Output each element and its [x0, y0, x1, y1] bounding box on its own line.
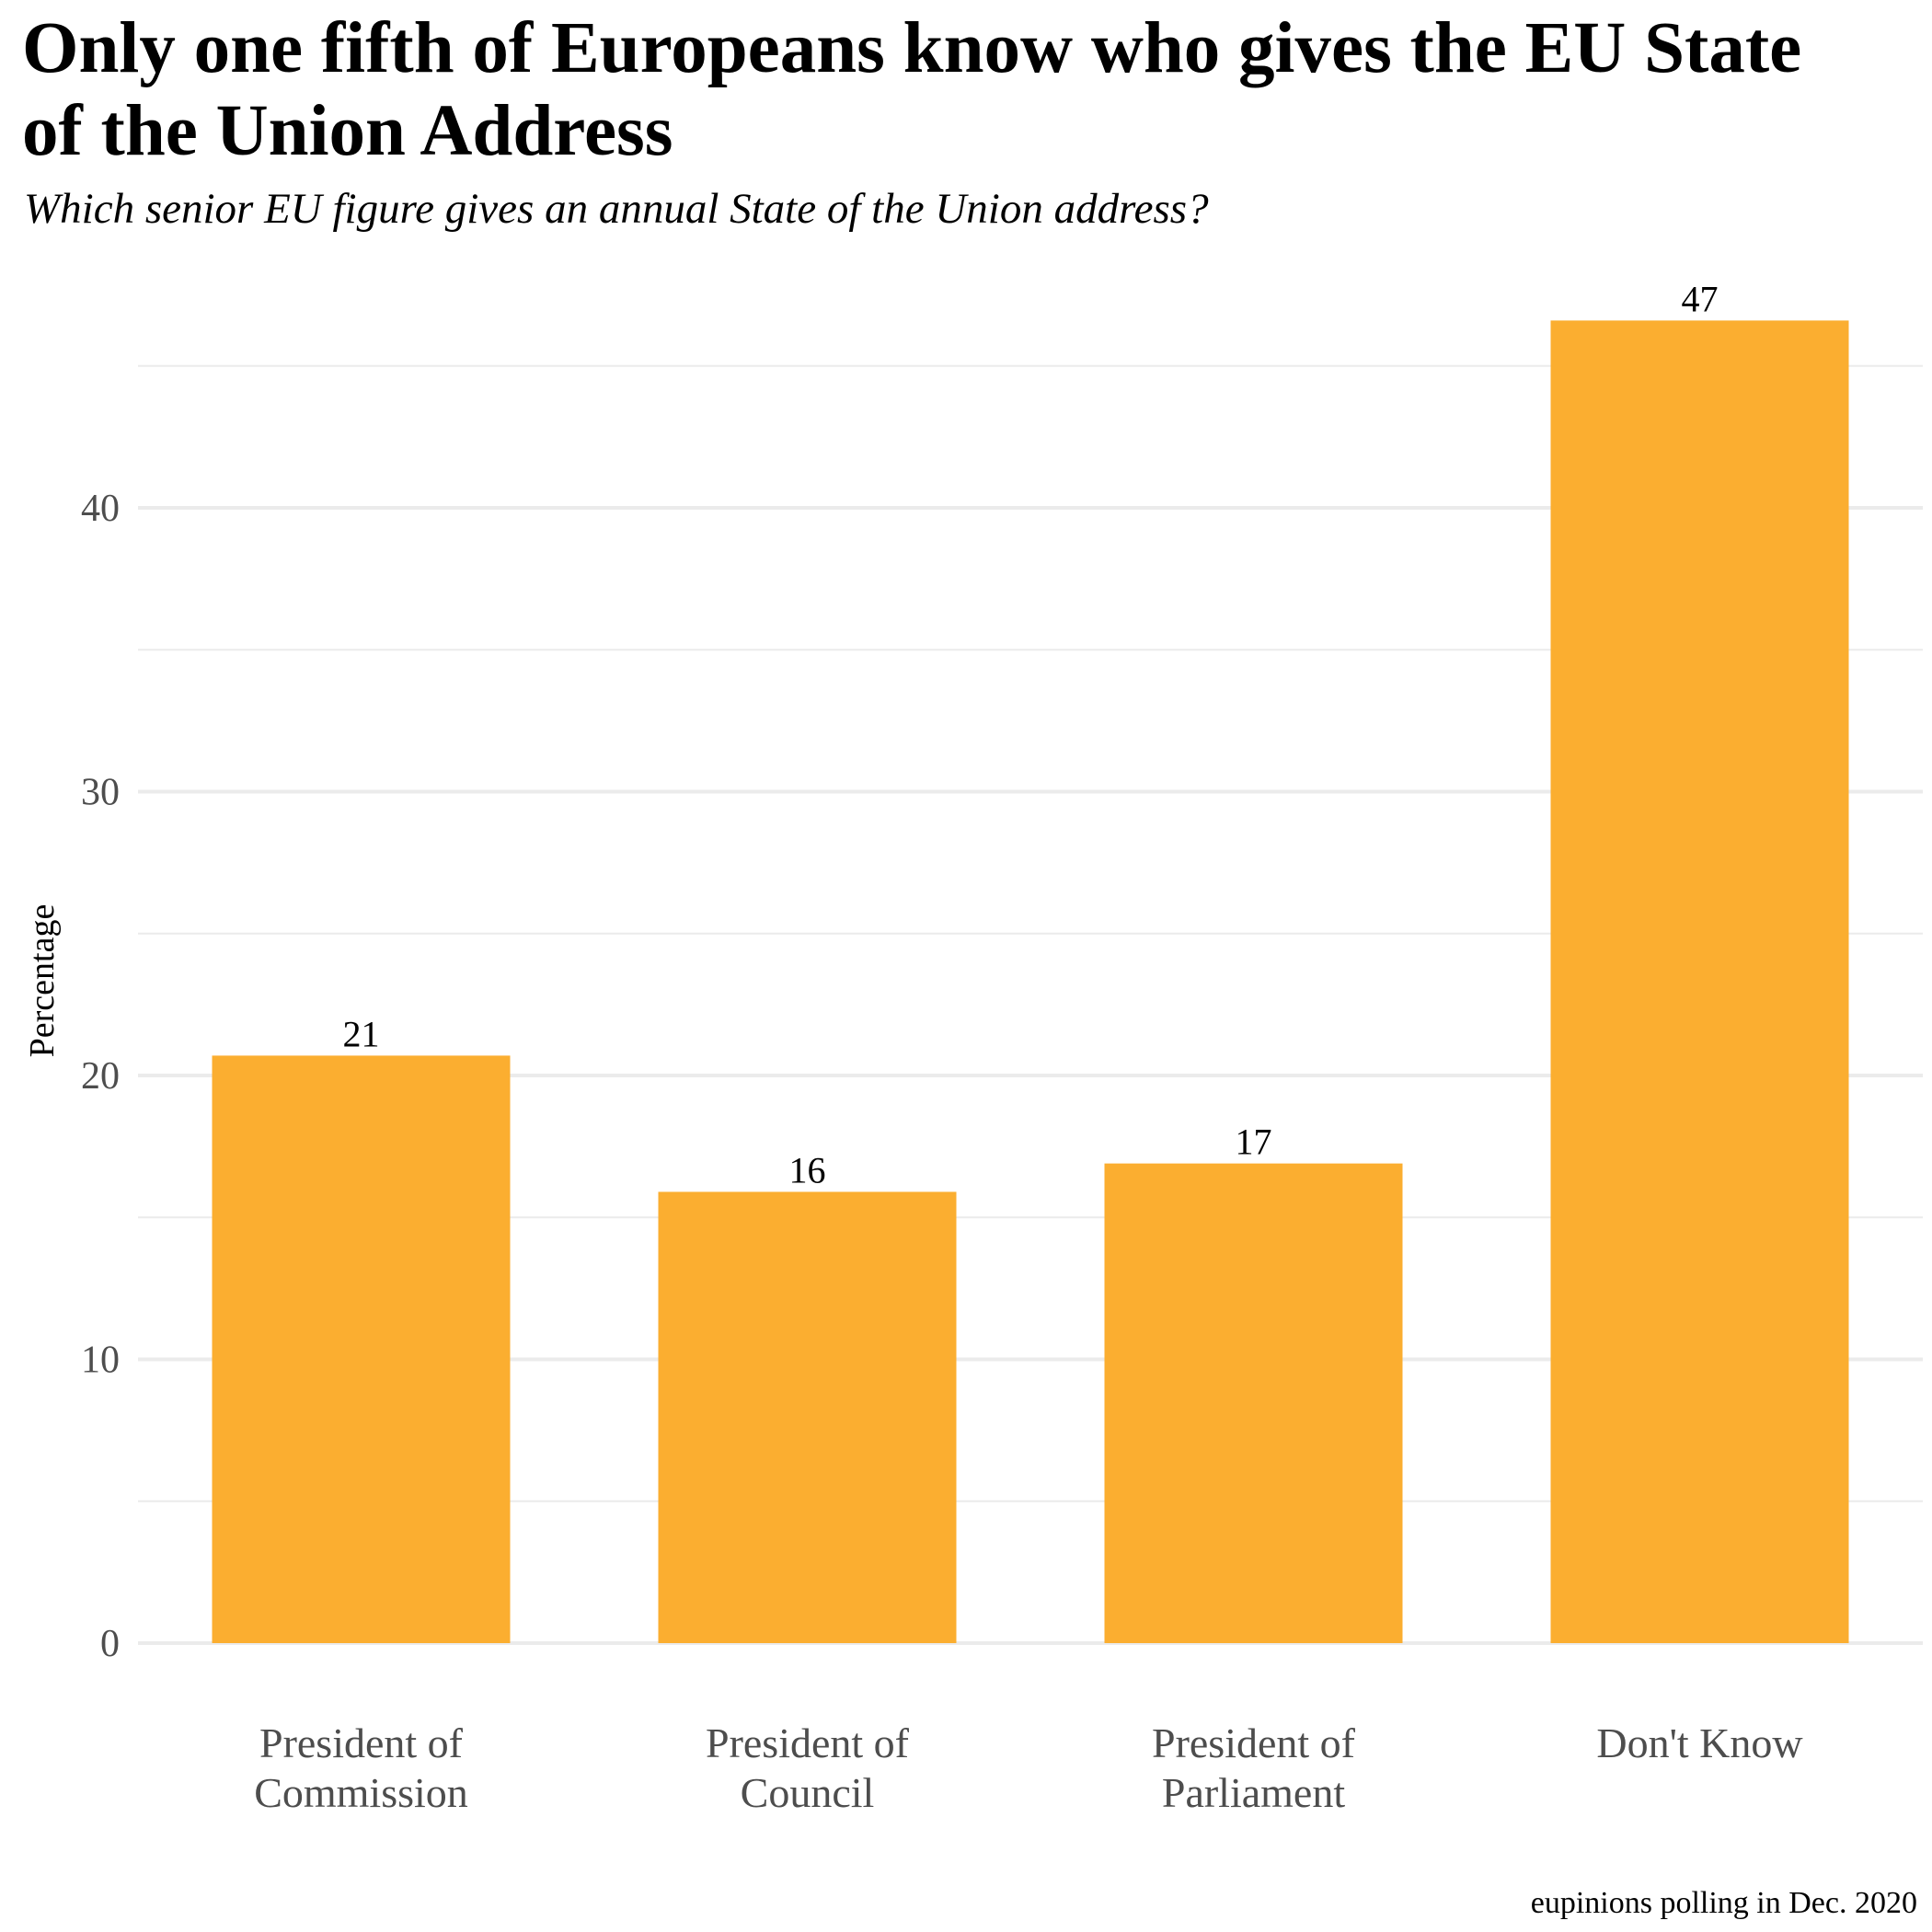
x-tick-label: President of Parliament	[1152, 1719, 1356, 1816]
x-tick-label: President of Council	[706, 1719, 910, 1816]
y-axis-label: Percentage	[23, 904, 62, 1058]
y-axis-ticks: 0 10 20 30 40	[81, 488, 120, 1665]
x-axis-ticks: President of Commission President of Counci…	[254, 1719, 1803, 1816]
bars	[212, 320, 1849, 1643]
source-caption: eupinions polling in Dec. 2020	[1530, 1886, 1917, 1920]
bar	[1104, 1163, 1403, 1643]
data-labels: 21 16 17 47	[343, 278, 1719, 1190]
bar	[212, 1055, 511, 1643]
y-tick-label: 20	[81, 1055, 120, 1098]
bar-value-label: 21	[343, 1013, 380, 1054]
y-tick-label: 0	[100, 1623, 120, 1665]
bar-value-label: 17	[1236, 1121, 1272, 1163]
bar-value-label: 16	[789, 1149, 826, 1190]
bar	[1550, 320, 1849, 1643]
y-tick-label: 30	[81, 772, 120, 814]
chart-subtitle: Which senior EU figure gives an annual S…	[24, 185, 1209, 233]
y-tick-label: 40	[81, 488, 120, 530]
y-tick-label: 10	[81, 1340, 120, 1382]
bar-value-label: 47	[1682, 278, 1719, 319]
x-tick-label: Don't Know	[1596, 1719, 1803, 1766]
chart-title: Only one fifth of Europeans know who giv…	[22, 8, 1802, 171]
bar	[658, 1191, 957, 1643]
x-tick-label: President of Commission	[254, 1719, 468, 1816]
